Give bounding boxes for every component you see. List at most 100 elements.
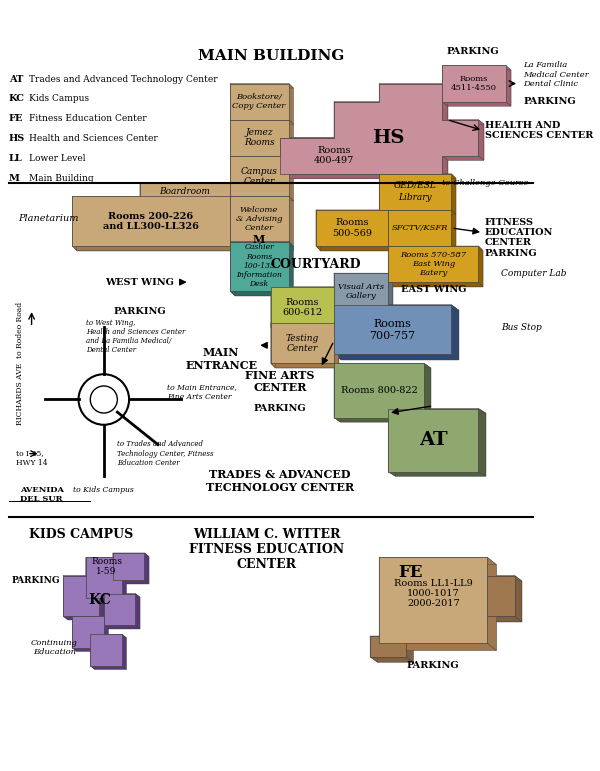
- Polygon shape: [289, 156, 293, 201]
- Polygon shape: [334, 305, 451, 355]
- Polygon shape: [113, 580, 149, 584]
- Polygon shape: [275, 327, 338, 368]
- Polygon shape: [334, 273, 388, 309]
- Polygon shape: [90, 635, 122, 666]
- Polygon shape: [487, 557, 496, 651]
- Polygon shape: [86, 557, 127, 561]
- Text: Lower Level: Lower Level: [29, 154, 85, 163]
- Polygon shape: [275, 291, 338, 332]
- Text: EAST WING: EAST WING: [401, 284, 466, 294]
- Polygon shape: [230, 183, 235, 205]
- Polygon shape: [271, 287, 334, 327]
- Polygon shape: [280, 173, 448, 178]
- Text: MAIN BUILDING: MAIN BUILDING: [197, 49, 344, 63]
- Polygon shape: [442, 66, 511, 70]
- Polygon shape: [99, 575, 104, 620]
- Polygon shape: [285, 88, 484, 178]
- Polygon shape: [388, 246, 483, 251]
- Polygon shape: [235, 201, 293, 251]
- Polygon shape: [340, 368, 431, 422]
- Polygon shape: [230, 120, 235, 160]
- Polygon shape: [334, 355, 458, 360]
- Polygon shape: [230, 197, 293, 201]
- Polygon shape: [334, 309, 392, 314]
- Polygon shape: [271, 327, 338, 332]
- Polygon shape: [388, 409, 485, 413]
- Text: Bus Stop: Bus Stop: [501, 323, 542, 332]
- Polygon shape: [68, 579, 104, 620]
- Text: Rooms
4511-4550: Rooms 4511-4550: [451, 75, 497, 93]
- Polygon shape: [104, 616, 109, 651]
- Polygon shape: [338, 278, 392, 314]
- Polygon shape: [77, 201, 235, 251]
- Polygon shape: [388, 210, 451, 246]
- Polygon shape: [451, 210, 456, 251]
- Text: Kids Campus: Kids Campus: [29, 94, 89, 103]
- Polygon shape: [515, 575, 522, 621]
- Polygon shape: [230, 83, 235, 124]
- Text: LL: LL: [9, 154, 23, 163]
- Polygon shape: [334, 418, 431, 422]
- Polygon shape: [395, 413, 485, 476]
- Polygon shape: [289, 197, 293, 251]
- Polygon shape: [95, 638, 127, 669]
- Polygon shape: [478, 120, 484, 160]
- Polygon shape: [230, 197, 235, 251]
- Polygon shape: [72, 197, 77, 251]
- Polygon shape: [448, 70, 511, 106]
- Polygon shape: [388, 282, 483, 287]
- Text: Rooms LL1-LL9
1000-1017
2000-2017: Rooms LL1-LL9 1000-1017 2000-2017: [394, 579, 473, 608]
- Polygon shape: [289, 120, 293, 160]
- Text: Continuing
Education: Continuing Education: [31, 639, 77, 656]
- Polygon shape: [289, 241, 293, 296]
- Polygon shape: [334, 273, 392, 278]
- Polygon shape: [334, 323, 338, 368]
- Text: Trades and Advanced Technology Center: Trades and Advanced Technology Center: [29, 75, 218, 83]
- Text: AT: AT: [419, 431, 448, 449]
- Polygon shape: [370, 636, 377, 662]
- Text: RICHARDS AVE  to Rodeo Road: RICHARDS AVE to Rodeo Road: [16, 301, 24, 425]
- Polygon shape: [235, 160, 293, 201]
- Text: to Trades and Advanced
Technology Center, Fitness
Education Center: to Trades and Advanced Technology Center…: [118, 440, 214, 467]
- Polygon shape: [388, 138, 392, 178]
- Polygon shape: [230, 120, 293, 124]
- Text: WEST WING: WEST WING: [106, 278, 175, 287]
- Polygon shape: [235, 88, 293, 124]
- Polygon shape: [442, 66, 448, 106]
- Polygon shape: [388, 210, 392, 251]
- Polygon shape: [230, 156, 235, 201]
- Polygon shape: [334, 363, 340, 422]
- Text: KIDS CAMPUS: KIDS CAMPUS: [29, 527, 133, 540]
- Text: to Main Entrance,
Fine Arts Center: to Main Entrance, Fine Arts Center: [167, 384, 237, 401]
- Text: Cashier
Rooms
100-135
Information
Desk: Cashier Rooms 100-135 Information Desk: [236, 244, 282, 288]
- Polygon shape: [72, 197, 235, 201]
- Polygon shape: [442, 156, 484, 160]
- Polygon shape: [383, 178, 456, 214]
- Text: HS: HS: [9, 134, 25, 143]
- Polygon shape: [230, 83, 289, 120]
- Polygon shape: [90, 635, 127, 638]
- Polygon shape: [388, 246, 478, 282]
- Polygon shape: [379, 643, 496, 651]
- Polygon shape: [140, 183, 235, 187]
- Polygon shape: [388, 472, 485, 476]
- Polygon shape: [379, 83, 385, 106]
- Polygon shape: [118, 557, 149, 584]
- Polygon shape: [316, 210, 320, 251]
- Text: Health and Sciences Center: Health and Sciences Center: [29, 134, 158, 143]
- Polygon shape: [334, 102, 385, 106]
- Text: HS: HS: [372, 129, 404, 146]
- Polygon shape: [316, 246, 392, 251]
- Polygon shape: [379, 173, 383, 214]
- Text: PARKING: PARKING: [447, 48, 499, 56]
- Polygon shape: [140, 183, 145, 205]
- Polygon shape: [320, 214, 392, 251]
- Polygon shape: [451, 173, 456, 214]
- Text: AT: AT: [9, 75, 23, 83]
- Polygon shape: [230, 246, 293, 251]
- Text: PARKING: PARKING: [254, 404, 306, 413]
- Polygon shape: [334, 273, 338, 314]
- Polygon shape: [442, 102, 511, 106]
- Polygon shape: [271, 323, 334, 363]
- Polygon shape: [289, 83, 293, 124]
